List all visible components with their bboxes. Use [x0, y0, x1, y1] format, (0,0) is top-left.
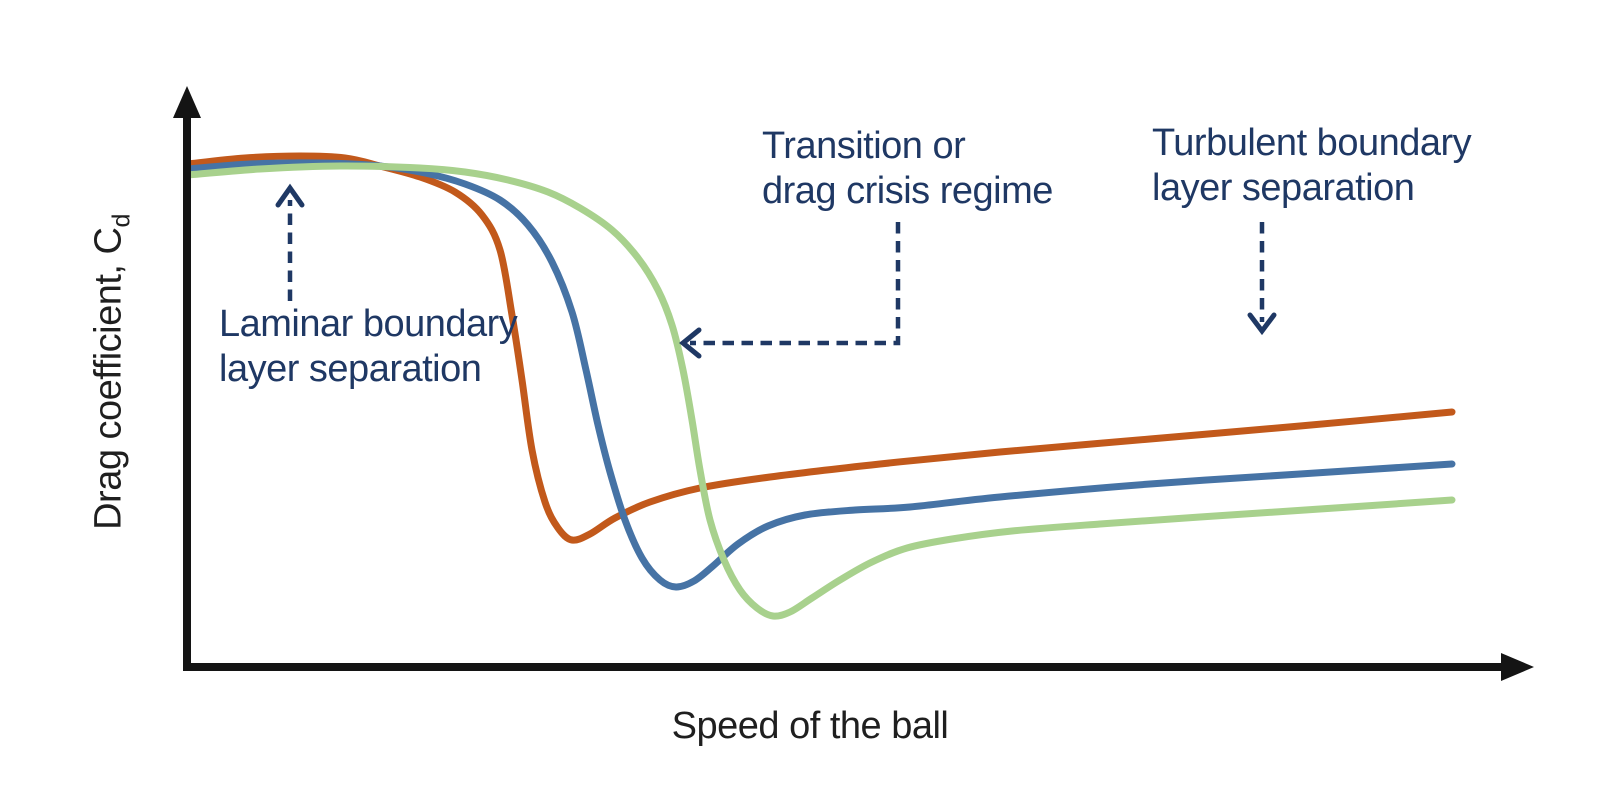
transition-regime-label: Transition or drag crisis regime: [762, 124, 1053, 214]
laminar-separation-line1: Laminar boundary: [219, 303, 518, 345]
laminar-separation-label: Laminar boundary layer separation: [219, 302, 518, 392]
green-curve: [184, 162, 1456, 620]
blue-curve: [184, 159, 1456, 591]
turbulent-separation-line2: layer separation: [1152, 167, 1415, 209]
turbulent-separation-line1: Turbulent boundary: [1152, 122, 1472, 164]
dashed-up-arrow: [275, 183, 305, 301]
y-axis-label-subscript: d: [107, 214, 136, 228]
turbulent-separation-label: Turbulent boundary layer separation: [1152, 121, 1472, 211]
transition-regime-line1: Transition or: [762, 125, 966, 167]
curve-group: [184, 152, 1456, 620]
y-axis-label: Drag coefficient, Cd: [88, 214, 137, 530]
dashed-down-arrow: [1247, 222, 1277, 336]
dashed-elbow-left-arrow: [679, 222, 901, 359]
x-axis-label: Speed of the ball: [671, 705, 949, 747]
y-axis-arrowhead-icon: [173, 86, 201, 118]
transition-regime-line2: drag crisis regime: [762, 170, 1053, 212]
laminar-separation-line2: layer separation: [219, 348, 482, 390]
y-axis-label-text: Drag coefficient, C: [87, 227, 130, 530]
x-axis-arrowhead-icon: [1501, 653, 1534, 681]
